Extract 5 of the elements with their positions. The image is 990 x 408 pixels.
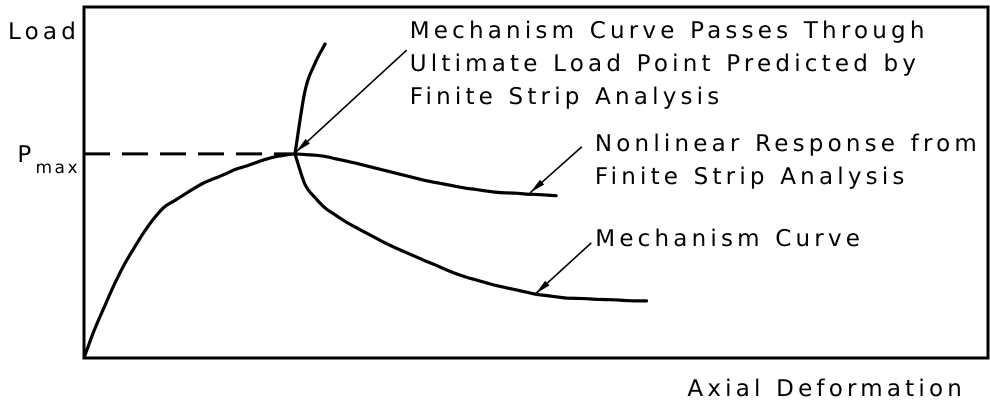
annotation: Mechanism Curve xyxy=(595,226,864,252)
annotation: Mechanism Curve Passes Through Ultimate Load Point Predicted by Finite Strip Analysis xyxy=(410,18,929,110)
annotation: Nonlinear Response from Finite Strip Analysis xyxy=(594,130,981,190)
x-axis-title: Axial Deformation xyxy=(687,376,966,402)
y-axis-title: Load xyxy=(8,18,80,45)
